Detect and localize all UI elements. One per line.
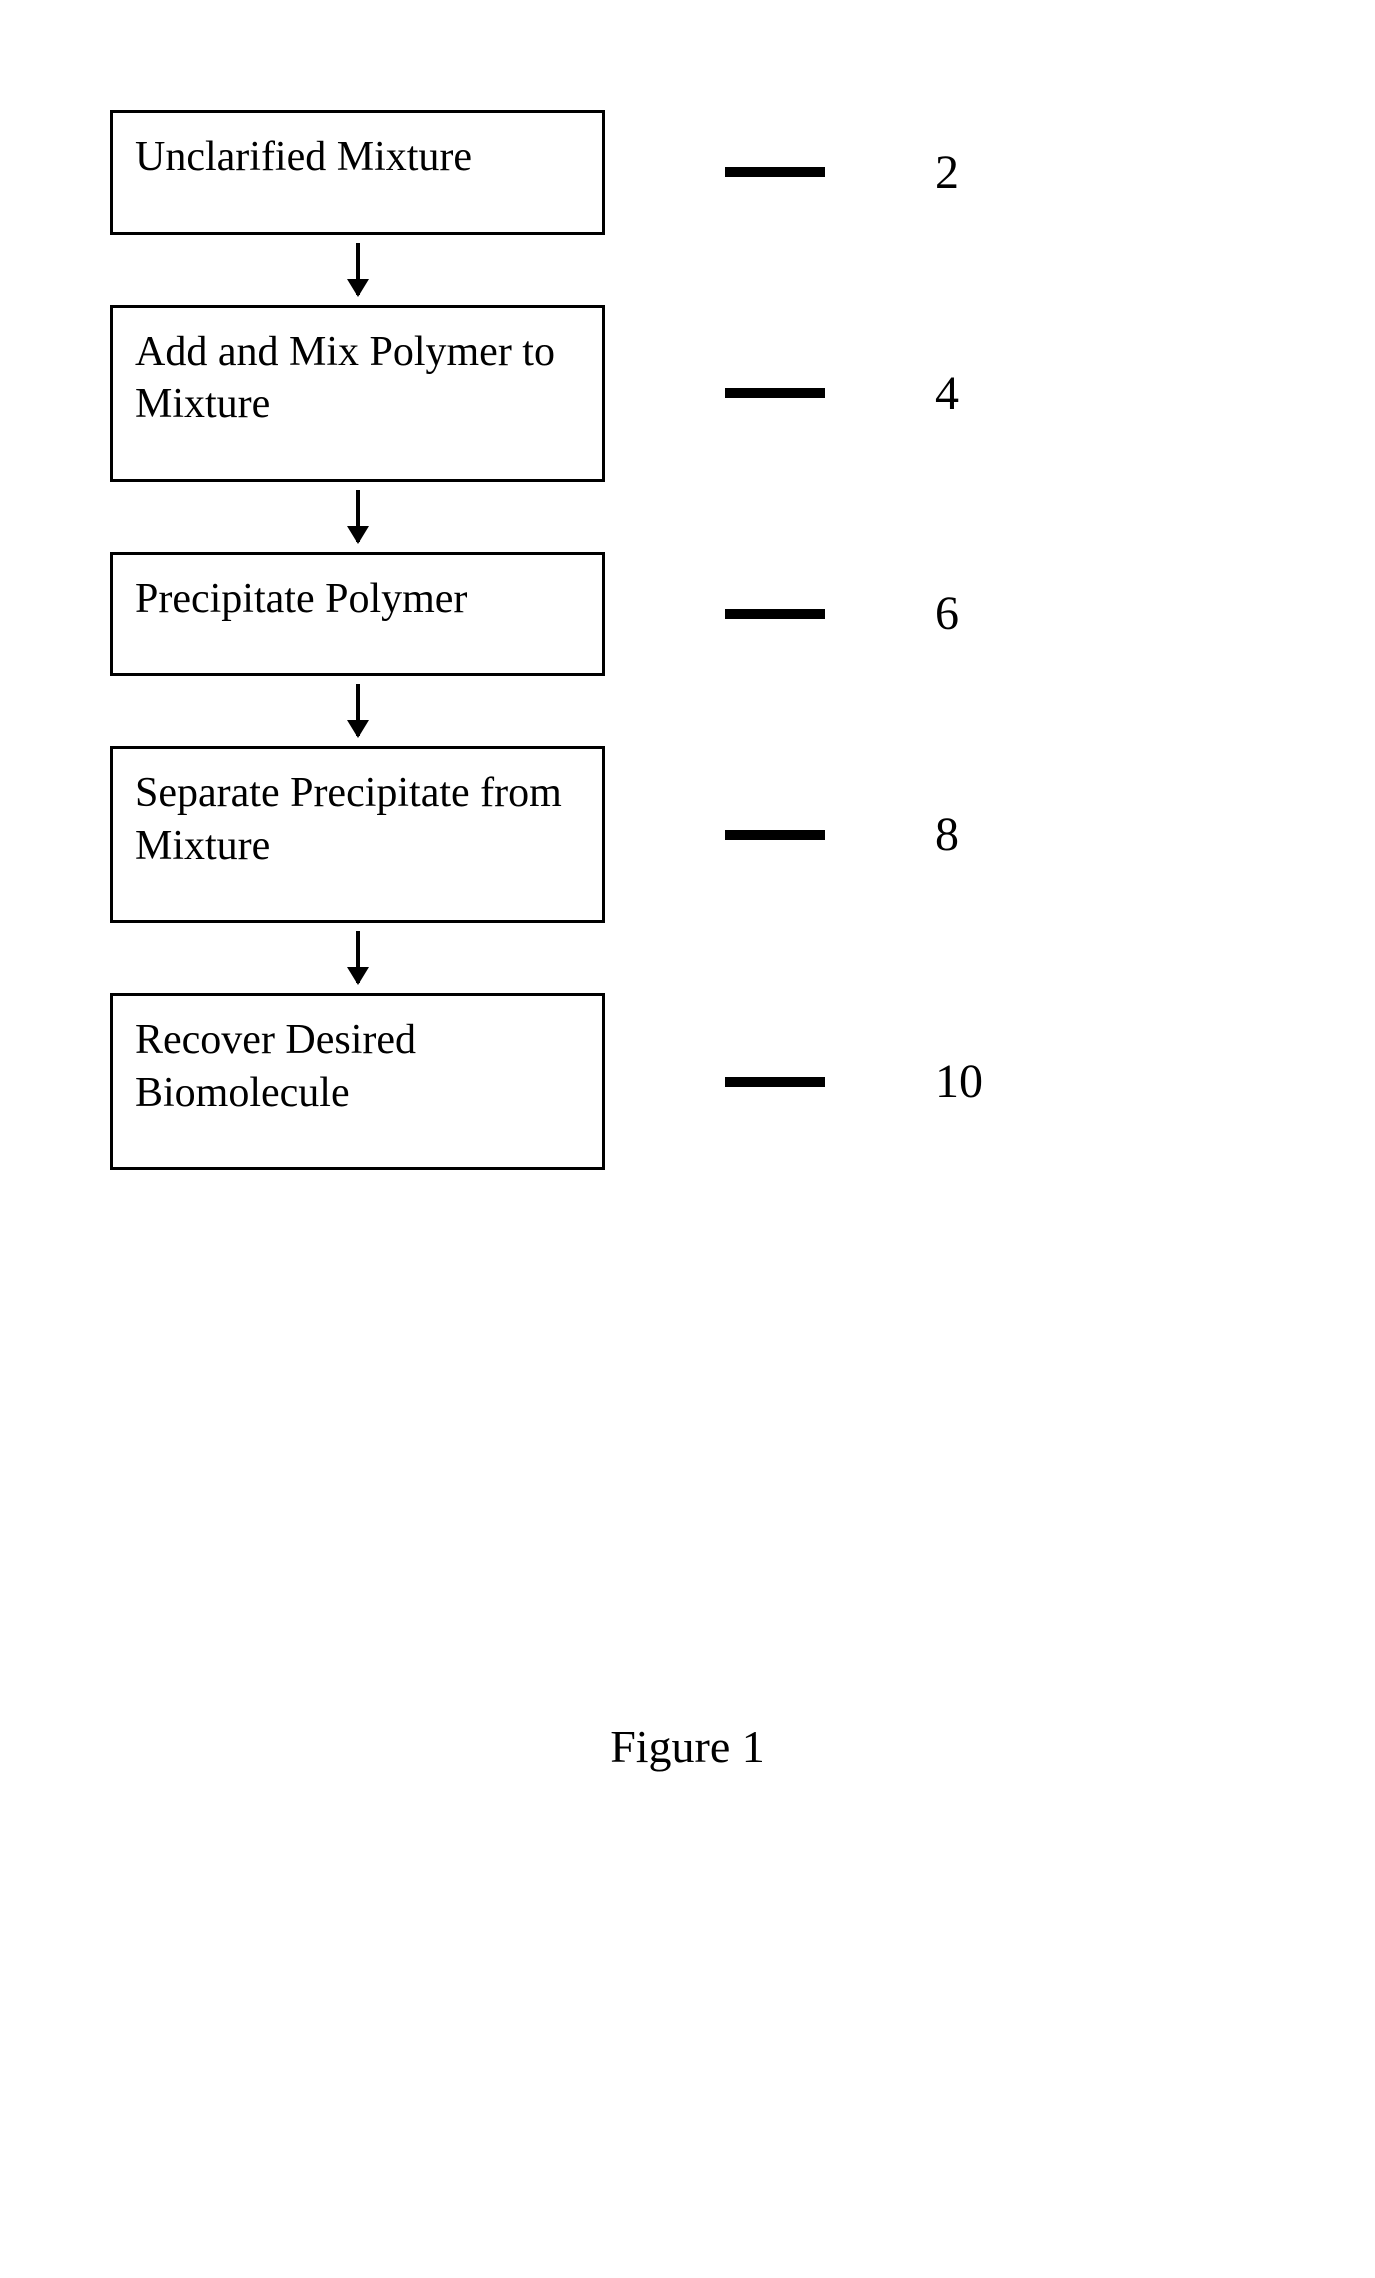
step-box: Add and Mix Polymer to Mixture [110, 305, 605, 482]
ref-dash [725, 1077, 825, 1087]
step-box: Precipitate Polymer [110, 552, 605, 677]
flow-step: Add and Mix Polymer to Mixture 4 [110, 305, 1015, 482]
ref-number: 6 [935, 586, 1015, 641]
ref-dash [725, 167, 825, 177]
flow-step: Recover Desired Biomolecule 10 [110, 993, 1015, 1170]
arrow-down [110, 923, 605, 993]
step-box: Separate Precipitate from Mixture [110, 746, 605, 923]
flow-step: Unclarified Mixture 2 [110, 110, 1015, 235]
flow-step: Separate Precipitate from Mixture 8 [110, 746, 1015, 923]
ref-number: 2 [935, 145, 1015, 200]
ref-dash [725, 388, 825, 398]
ref-number: 4 [935, 366, 1015, 421]
arrow-down [110, 235, 605, 305]
step-box: Unclarified Mixture [110, 110, 605, 235]
arrow-down [110, 482, 605, 552]
arrow-down [110, 676, 605, 746]
flow-step: Precipitate Polymer 6 [110, 552, 1015, 677]
step-box: Recover Desired Biomolecule [110, 993, 605, 1170]
ref-dash [725, 609, 825, 619]
figure-caption: Figure 1 [0, 1720, 1375, 1773]
ref-number: 10 [935, 1054, 1015, 1109]
flowchart: Unclarified Mixture 2 Add and Mix Polyme… [110, 110, 1015, 1170]
ref-dash [725, 830, 825, 840]
ref-number: 8 [935, 807, 1015, 862]
